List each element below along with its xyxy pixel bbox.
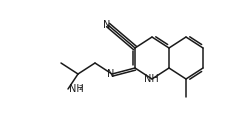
Text: 2: 2 [79, 85, 83, 91]
Text: N: N [103, 20, 111, 30]
Text: NH: NH [69, 84, 84, 94]
Text: NH: NH [144, 74, 158, 84]
Text: N: N [107, 69, 115, 79]
